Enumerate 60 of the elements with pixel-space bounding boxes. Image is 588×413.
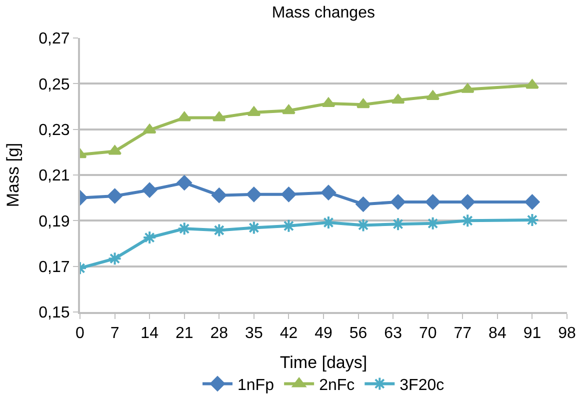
x-tick-label: 49 — [314, 325, 332, 342]
point — [391, 94, 405, 104]
point — [425, 194, 440, 210]
y-tick-label: 0,21 — [38, 168, 70, 185]
chart-title: Mass changes — [272, 4, 375, 22]
y-tick-label: 0,27 — [38, 30, 70, 48]
point — [320, 185, 336, 200]
point — [356, 218, 370, 232]
point — [107, 188, 122, 204]
point — [246, 220, 261, 235]
x-tick-label: 63 — [384, 325, 402, 342]
point — [212, 223, 226, 238]
y-tick-label: 0,25 — [38, 76, 70, 94]
point — [460, 83, 474, 93]
y-tick-label: 0,19 — [38, 213, 70, 230]
point — [525, 212, 540, 227]
point — [176, 175, 192, 190]
point — [212, 112, 226, 122]
point — [524, 194, 540, 210]
legend-label: 2nFc — [319, 376, 355, 394]
y-tick-label: 0,17 — [38, 258, 70, 276]
point — [177, 222, 192, 236]
x-tick-label: 7 — [110, 325, 120, 342]
point — [142, 124, 156, 134]
x-tick-label: 14 — [140, 325, 159, 342]
legend-label: 3F20c — [400, 376, 444, 394]
x-tick-label: 42 — [280, 325, 298, 342]
x-tick-label: 70 — [418, 325, 437, 342]
point — [246, 186, 262, 202]
x-tick-label: 0 — [76, 325, 85, 342]
point — [212, 188, 227, 203]
point — [426, 90, 440, 100]
y-axis-title: Mass [g] — [4, 142, 23, 208]
x-tick-label: 98 — [558, 325, 576, 342]
point — [247, 106, 261, 116]
y-tick-label: 0,23 — [38, 122, 70, 139]
x-axis-title: Time [days] — [280, 353, 368, 372]
point — [426, 216, 440, 230]
x-tick-label: 84 — [488, 325, 506, 342]
point — [178, 112, 192, 122]
point — [460, 194, 476, 210]
point — [356, 196, 371, 212]
x-tick-label: 56 — [349, 325, 368, 342]
point — [108, 145, 122, 155]
x-tick-label: 77 — [454, 325, 472, 342]
point — [525, 79, 539, 89]
y-tick-label: 0,15 — [38, 304, 70, 322]
x-tick-label: 21 — [175, 325, 194, 342]
point — [142, 230, 157, 245]
point — [282, 104, 296, 114]
point — [322, 98, 336, 108]
point — [142, 182, 158, 198]
point — [281, 186, 296, 202]
legend-label: 1nFp — [238, 376, 274, 394]
point — [108, 252, 122, 266]
x-tick-label: 35 — [245, 325, 263, 342]
point — [282, 218, 296, 233]
x-tick-label: 91 — [523, 325, 542, 342]
point — [390, 194, 406, 210]
x-tick-label: 28 — [210, 325, 228, 342]
